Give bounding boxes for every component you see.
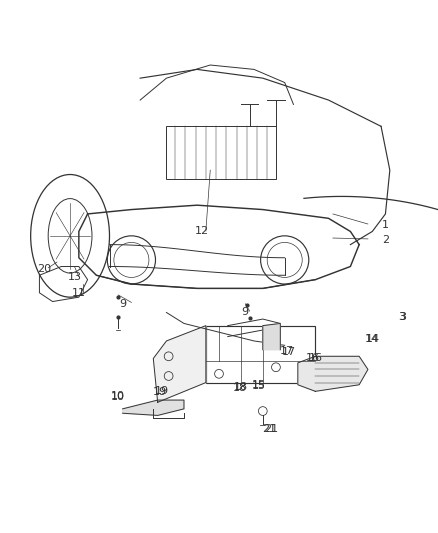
Polygon shape [123,400,184,415]
Text: 13: 13 [67,272,81,282]
Text: 10: 10 [111,392,125,402]
Text: 14: 14 [366,334,380,344]
Text: 12: 12 [194,227,208,237]
Text: 21: 21 [265,424,279,433]
Polygon shape [298,356,368,391]
Text: 18: 18 [233,383,247,393]
Text: 16: 16 [306,353,320,362]
Text: 15: 15 [252,381,266,391]
Text: 15: 15 [251,379,265,390]
Text: 14: 14 [365,334,379,344]
Bar [206,326,315,383]
Text: 3: 3 [399,312,406,322]
Text: 19: 19 [153,387,167,397]
Text: 11: 11 [72,288,86,298]
Polygon shape [153,326,206,402]
Bar [166,126,276,179]
Text: 16: 16 [308,353,322,364]
Text: 18: 18 [234,382,248,392]
Text: 20: 20 [37,264,51,273]
Text: 17: 17 [280,345,294,356]
Text: 21: 21 [262,424,276,434]
Text: 9: 9 [119,298,126,309]
Text: 10: 10 [111,391,125,401]
Polygon shape [263,324,280,350]
Text: 9: 9 [242,308,249,318]
Text: 1: 1 [382,220,389,230]
Text: 2: 2 [382,235,389,245]
Text: 3: 3 [398,312,405,322]
Text: 19: 19 [155,386,169,397]
Text: 17: 17 [282,347,296,357]
